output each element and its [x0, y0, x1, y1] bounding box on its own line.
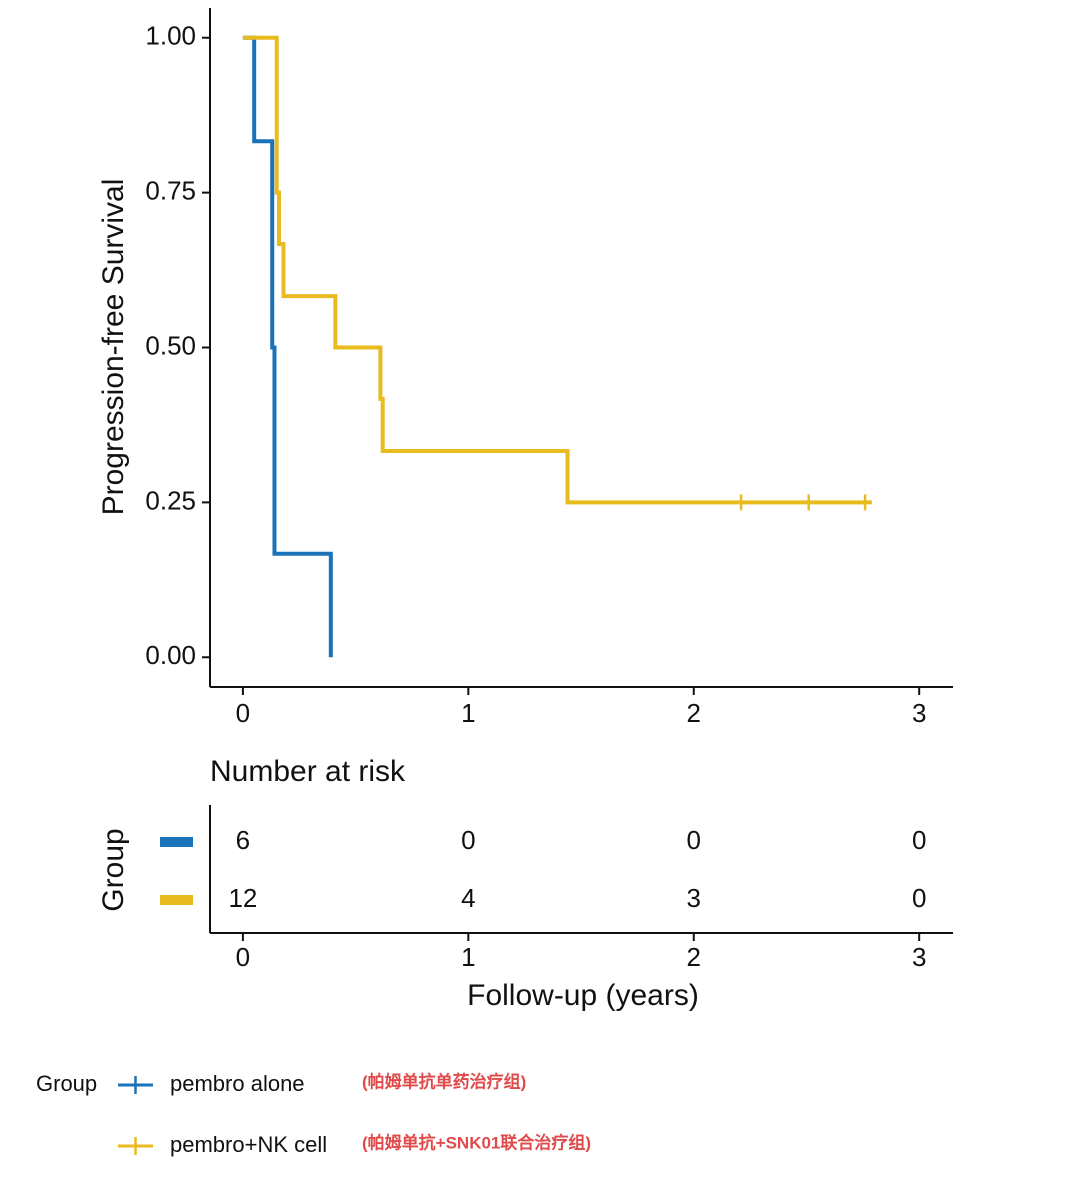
survival-curve: [242, 35, 333, 658]
risk-table-title: Number at risk: [210, 755, 406, 788]
legend-label: pembro+NK cell: [170, 1132, 327, 1157]
y-tick-label: 0.50: [145, 330, 196, 360]
risk-count: 6: [236, 825, 250, 855]
y-tick-label: 0.25: [145, 485, 196, 515]
legend-title: Group: [36, 1071, 97, 1096]
legend-label: pembro alone: [170, 1071, 305, 1096]
risk-count: 4: [461, 883, 475, 913]
risk-count: 0: [461, 825, 475, 855]
risk-count: 0: [687, 825, 701, 855]
y-axis-title: Progression-free Survival: [97, 179, 130, 516]
risk-x-tick-label: 0: [236, 942, 250, 972]
x-tick-label: 3: [912, 698, 926, 728]
risk-table-y-title: Group: [97, 828, 130, 911]
risk-count: 0: [912, 825, 926, 855]
risk-x-tick-label: 2: [687, 942, 701, 972]
survival-curve: [242, 35, 872, 505]
x-axis-title: Follow-up (years): [467, 979, 699, 1012]
y-tick-label: 1.00: [145, 21, 196, 51]
risk-x-tick-label: 3: [912, 942, 926, 972]
y-tick-label: 0.00: [145, 640, 196, 670]
legend-note: (帕姆单抗+SNK01联合治疗组): [362, 1132, 591, 1152]
x-tick-label: 1: [461, 698, 475, 728]
legend-note: (帕姆单抗单药治疗组): [362, 1071, 526, 1091]
risk-row-key: [160, 895, 193, 905]
x-tick-label: 2: [687, 698, 701, 728]
risk-x-tick-label: 1: [461, 942, 475, 972]
risk-count: 0: [912, 883, 926, 913]
x-tick-label: 0: [236, 698, 250, 728]
risk-row-key: [160, 837, 193, 847]
y-tick-label: 0.75: [145, 175, 196, 205]
risk-count: 12: [228, 883, 257, 913]
risk-count: 3: [687, 883, 701, 913]
